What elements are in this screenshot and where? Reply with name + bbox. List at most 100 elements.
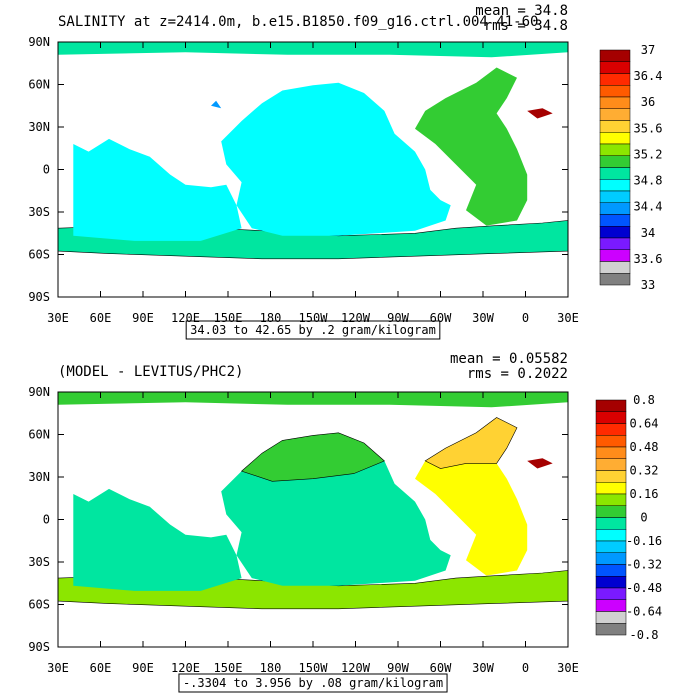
colorbar-label: 34 — [641, 226, 655, 240]
colorbar-swatch — [595, 529, 627, 542]
x-tick-label: 30E — [47, 661, 69, 675]
colorbar-swatch — [595, 599, 627, 612]
colorbar-swatch — [599, 108, 631, 121]
x-tick-label: 0 — [522, 311, 529, 325]
colorbar-label: 0 — [640, 511, 647, 525]
colorbar-swatch — [595, 587, 627, 600]
x-tick-label: 150E — [214, 661, 243, 675]
colorbar-swatch — [599, 202, 631, 215]
range-box — [185, 320, 441, 340]
y-tick-label: 30S — [28, 205, 50, 219]
colorbar-swatch — [595, 470, 627, 483]
y-tick-label: 90S — [28, 640, 50, 654]
y-tick-label: 30N — [28, 120, 50, 134]
colorbar-swatch — [599, 85, 631, 98]
field-2 — [57, 392, 569, 610]
x-tick-label: 120W — [341, 661, 371, 675]
colorbar-2: 0.8 0.64 0.48 0.32 0.16 0 -0.16 -0.32 -0.48 -0.64… — [595, 393, 662, 642]
colorbar-swatch — [595, 411, 627, 424]
colorbar-label: 33.6 — [634, 252, 663, 266]
colorbar-1: 37 36.4 36 35.6 35.2 34.8 34.4 34 33.6 33 — [599, 43, 663, 292]
y-tick-label: 60N — [28, 78, 50, 92]
chart-title: SALINITY at z=2414.0m, b.e15.B1850.f09_g… — [58, 14, 538, 30]
colorbar-swatch — [599, 179, 631, 192]
region-north-atlantic — [424, 417, 518, 469]
colorbar-swatch — [599, 249, 631, 262]
colorbar-label: 0.32 — [630, 464, 659, 478]
colorbar-swatch — [595, 611, 627, 624]
colorbar-label: 35.6 — [634, 121, 663, 135]
colorbar-label: -0.8 — [630, 628, 659, 642]
colorbar-swatch — [595, 493, 627, 506]
colorbar-swatch — [599, 143, 631, 156]
colorbar-swatch — [595, 458, 627, 471]
stat-mean: mean = 34.8 — [475, 3, 568, 19]
colorbar-label: 34.8 — [634, 174, 663, 188]
region-indo-pacific — [221, 82, 451, 236]
x-tick-label: 90W — [387, 661, 409, 675]
x-tick-label: 30E — [557, 661, 579, 675]
stat-rms: rms = 34.8 — [484, 18, 568, 34]
colorbar-swatch — [595, 446, 627, 459]
region-tropical-pacific — [73, 488, 242, 591]
y-tick-label: 90S — [28, 290, 50, 304]
colorbar-swatch — [595, 423, 627, 436]
colorbar-swatch — [599, 190, 631, 203]
colorbar-swatch — [595, 435, 627, 448]
colorbar-label: 0.16 — [630, 487, 659, 501]
x-tick-label: 90E — [132, 311, 154, 325]
y-tick-label: 30N — [28, 470, 50, 484]
colorbar-label: 35.2 — [634, 147, 663, 161]
colorbar-label: -0.48 — [626, 581, 662, 595]
colorbar-swatch — [595, 623, 627, 636]
colorbar-label: -0.16 — [626, 534, 662, 548]
colorbar-label: 36 — [641, 95, 655, 109]
colorbar-swatch — [599, 214, 631, 227]
y-tick-label: 60N — [28, 428, 50, 442]
colorbar-label: 0.64 — [630, 417, 659, 431]
y-tick-label: 60S — [28, 598, 50, 612]
chart-title: (MODEL - LEVITUS/PHC2) — [58, 364, 243, 380]
panel-2: 30E 60E 90E 120E 150E 180 150W 120W 90W 60W 30W 0 30… — [28, 351, 662, 693]
stat-mean: mean = 0.05582 — [450, 351, 568, 367]
x-tick-label: 90E — [132, 661, 154, 675]
range-label: -.3304 to 3.956 by .08 gram/kilogram — [183, 676, 443, 690]
colorbar-label: 36.4 — [634, 69, 663, 83]
colorbar-swatch — [595, 399, 627, 412]
range-box — [178, 673, 448, 693]
stat-rms: rms = 0.2022 — [467, 366, 568, 382]
colorbar-label: 33 — [641, 278, 655, 292]
colorbar-swatch — [599, 61, 631, 74]
region-atlantic — [415, 67, 528, 226]
y-tick-label: 90N — [28, 35, 50, 49]
colorbar-swatch — [599, 96, 631, 109]
range-label: 34.03 to 42.65 by .2 gram/kilogram — [190, 323, 436, 337]
colorbar-swatch — [599, 226, 631, 239]
colorbar-swatch — [595, 564, 627, 577]
x-tick-label: 60W — [430, 661, 452, 675]
region-mediterranean — [527, 458, 553, 469]
x-tick-label: 0 — [522, 661, 529, 675]
colorbar-swatch — [599, 237, 631, 250]
colorbar-swatch — [595, 576, 627, 589]
x-tick-label: 180 — [260, 661, 282, 675]
y-tick-label: 0 — [43, 513, 50, 527]
y-tick-label: 60S — [28, 248, 50, 262]
colorbar-swatch — [599, 155, 631, 168]
colorbar-swatch — [599, 120, 631, 133]
colorbar-label: 34.4 — [634, 200, 663, 214]
x-tick-label: 60E — [90, 311, 112, 325]
region-indo-pacific — [73, 138, 242, 241]
x-tick-label: 60E — [90, 661, 112, 675]
x-tick-label: 30W — [472, 311, 494, 325]
colorbar-swatch — [595, 517, 627, 530]
region-north-pacific — [241, 432, 385, 482]
colorbar-swatch — [595, 505, 627, 518]
x-tick-label: 30E — [557, 311, 579, 325]
colorbar-label: 0.8 — [633, 393, 655, 407]
colorbar-swatch — [599, 132, 631, 145]
x-tick-label: 150W — [299, 661, 329, 675]
colorbar-swatch — [599, 261, 631, 274]
colorbar-swatch — [599, 49, 631, 62]
